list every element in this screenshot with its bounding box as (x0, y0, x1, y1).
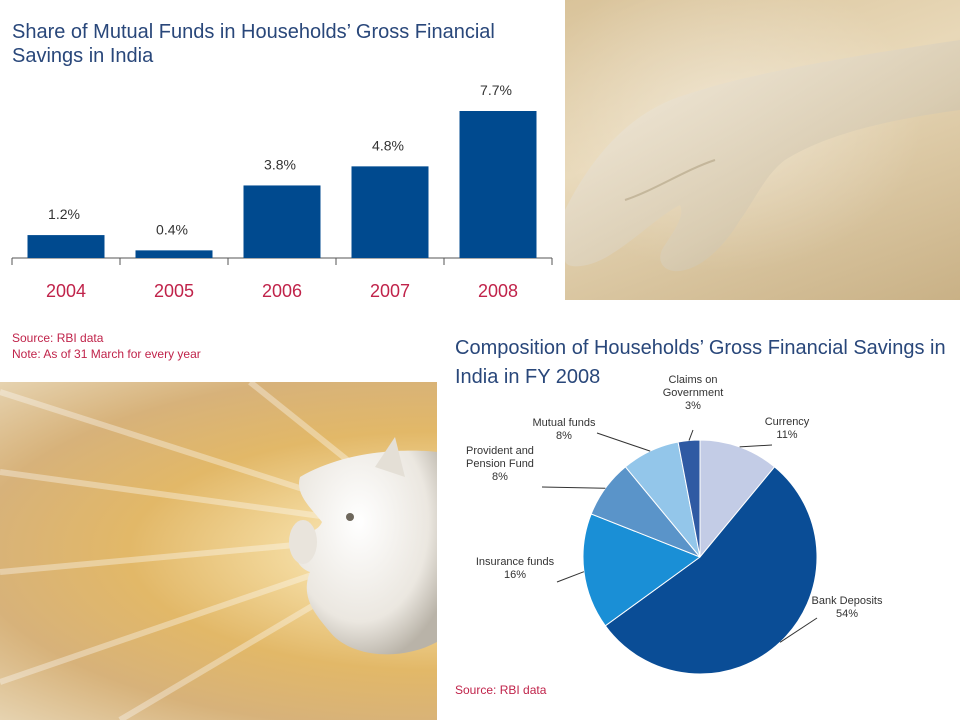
bar (135, 250, 213, 258)
pie-chart-title-line2: India in FY 2008 (455, 366, 601, 388)
bar-value-label: 3.8% (264, 156, 296, 172)
pie-leader-line (779, 617, 818, 643)
bar-value-label: 1.2% (48, 206, 80, 222)
bar (243, 185, 321, 258)
pie-slice (582, 513, 702, 627)
pie-slice (604, 466, 818, 675)
pie-slice-label: Insurance funds (476, 556, 555, 568)
pie-slice-label: Pension Fund (466, 458, 534, 470)
bar-chart-note: Note: As of 31 March for every year (12, 347, 201, 361)
bar-chart-title: Share of Mutual Funds in Households’ Gro… (12, 20, 495, 68)
pie-chart-panel: Composition of Households’ Gross Financi… (437, 300, 960, 720)
pie-slice-label: Bank Deposits (812, 595, 883, 607)
pie-slice-label: Government (663, 387, 724, 399)
pie-leader-line (596, 432, 651, 452)
bar-value-label: 4.8% (372, 137, 404, 153)
piggy-bank-photo (0, 382, 437, 720)
pie-slice-label: Provident and (466, 445, 534, 457)
bar-chart-title-line1: Share of Mutual Funds in Households’ Gro… (12, 21, 495, 43)
pie-slice-label: Currency (765, 416, 810, 428)
pie-slice (699, 439, 776, 559)
pie-leader-line (556, 571, 585, 583)
piggy-bank-illustration (0, 382, 437, 720)
bar (351, 166, 429, 258)
pie-chart-source: Source: RBI data (455, 683, 547, 697)
pie-chart-title: Composition of Households’ Gross Financi… (455, 334, 946, 392)
x-tick-label: 2008 (478, 281, 518, 301)
hand-illustration (565, 40, 960, 272)
pie-slice-value-label: 3% (685, 400, 701, 412)
pie-chart-title-line1: Composition of Households’ Gross Financi… (455, 337, 946, 359)
pie-leader-line (541, 486, 606, 489)
pie-leader-line (688, 429, 694, 441)
pie-slice-label: Claims on (669, 374, 718, 386)
bar (459, 111, 537, 258)
x-tick-label: 2004 (46, 281, 86, 301)
pie-slice-value-label: 11% (776, 429, 797, 441)
bar-value-label: 7.7% (480, 82, 512, 98)
x-tick-label: 2006 (262, 281, 302, 301)
pie-slice-value-label: 16% (504, 569, 526, 581)
bar (27, 235, 105, 258)
hand-photo (565, 0, 960, 300)
x-tick-label: 2007 (370, 281, 410, 301)
pie-slice-value-label: 8% (492, 471, 508, 483)
x-tick-label: 2005 (154, 281, 194, 301)
pie-slice-value-label: 8% (556, 430, 572, 442)
pie-slice-label: Mutual funds (533, 417, 596, 429)
bar-chart-title-line2: Savings in India (12, 45, 154, 67)
bar-chart: 1.2% 2004 0.4% 2005 3.8% 2006 4.8% 2007 7.7% 2008 (11, 82, 553, 301)
bar-value-label: 0.4% (156, 221, 188, 237)
bar-chart-source: Source: RBI data (12, 331, 104, 345)
pie-leader-line (739, 444, 773, 448)
pie-slice-value-label: 54% (836, 608, 858, 620)
